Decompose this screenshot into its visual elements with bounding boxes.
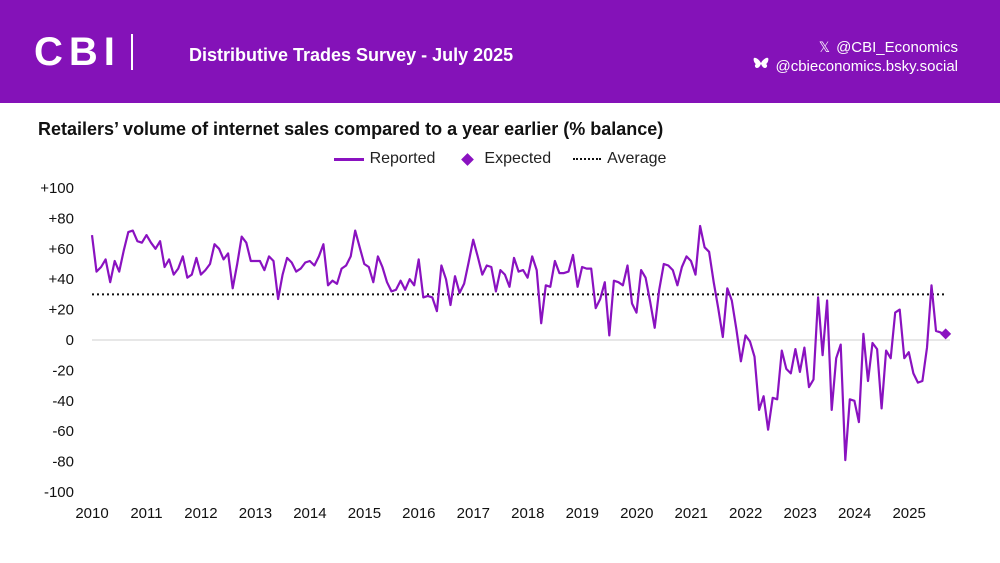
legend-item-average: Average xyxy=(573,150,666,168)
legend-item-reported: Reported xyxy=(333,150,436,168)
x-tick-label: 2019 xyxy=(566,505,599,522)
social-x-row[interactable]: 𝕏 @CBI_Economics xyxy=(753,38,958,57)
y-tick-label: -60 xyxy=(52,423,74,440)
y-tick-label: +20 xyxy=(49,302,74,319)
social-bsky-handle: @cbieconomics.bsky.social xyxy=(775,58,958,75)
x-tick-label: 2014 xyxy=(293,505,326,522)
reported-series-line xyxy=(90,224,946,462)
plot-area xyxy=(90,224,952,462)
x-tick-label: 2025 xyxy=(892,505,925,522)
y-tick-label: +60 xyxy=(49,241,74,258)
x-tick-label: 2017 xyxy=(457,505,490,522)
x-tick-label: 2015 xyxy=(348,505,381,522)
survey-title: Distributive Trades Survey - July 2025 xyxy=(189,45,514,65)
x-tick-label: 2016 xyxy=(402,505,435,522)
legend-line-swatch xyxy=(333,157,364,161)
x-tick-label: 2011 xyxy=(130,505,162,522)
expected-point xyxy=(940,328,952,340)
legend-label-reported: Reported xyxy=(369,150,436,167)
legend-label-expected: Expected xyxy=(484,150,552,167)
legend-item-expected: Expected xyxy=(457,150,551,168)
y-tick-label: +80 xyxy=(49,210,74,227)
y-tick-label: -40 xyxy=(52,393,74,410)
y-tick-label: -20 xyxy=(52,362,74,379)
y-axis: +100 +80 +60 +40 +20 0 -20 -40 -60 -80 -100 xyxy=(40,180,74,501)
y-tick-label: -80 xyxy=(52,454,74,471)
social-handles: 𝕏 @CBI_Economics @cbieconomics.bsky.soci… xyxy=(753,38,958,76)
y-tick-label: 0 xyxy=(66,332,74,349)
chart-legend: Reported Expected Average xyxy=(0,150,1000,168)
x-tick-label: 2012 xyxy=(184,505,217,522)
x-tick-label: 2020 xyxy=(620,505,653,522)
x-logo-icon: 𝕏 xyxy=(818,39,831,55)
x-tick-label: 2013 xyxy=(239,505,272,522)
chart-title: Retailers’ volume of internet sales comp… xyxy=(38,119,664,139)
social-x-handle: @CBI_Economics xyxy=(836,39,958,56)
legend-dotted-swatch xyxy=(573,158,602,160)
cbi-logo: CBI xyxy=(34,30,121,74)
social-bsky-row[interactable]: @cbieconomics.bsky.social xyxy=(753,57,958,76)
x-tick-label: 2010 xyxy=(75,505,108,522)
butterfly-icon xyxy=(753,57,769,76)
x-tick-label: 2018 xyxy=(511,505,544,522)
y-tick-label: +100 xyxy=(40,180,74,197)
x-tick-label: 2023 xyxy=(784,505,817,522)
y-tick-label: +40 xyxy=(49,271,74,288)
logo-divider xyxy=(131,34,133,70)
x-axis: 2010 2011 2012 2013 2014 2015 2016 2017 2018 2019… xyxy=(75,505,926,522)
legend-label-average: Average xyxy=(607,150,667,167)
y-tick-label: -100 xyxy=(44,484,74,501)
x-tick-label: 2022 xyxy=(729,505,762,522)
x-tick-label: 2024 xyxy=(838,505,871,522)
header-banner: CBI Distributive Trades Survey - July 20… xyxy=(0,0,1000,103)
x-tick-label: 2021 xyxy=(675,505,708,522)
